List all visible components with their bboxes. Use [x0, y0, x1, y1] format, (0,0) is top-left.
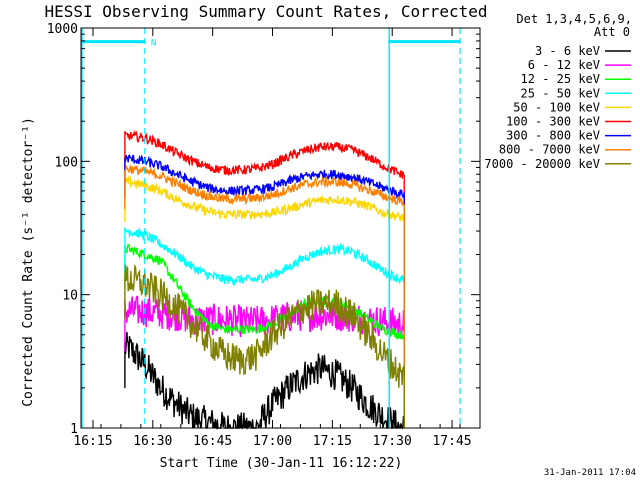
- x-tick-label-2: 16:45: [193, 434, 232, 449]
- series-line-300-800-kev: [124, 154, 405, 428]
- legend-header-line-1: Det 1,3,4,5,6,9,: [516, 12, 632, 26]
- x-tick-label-1: 16:30: [133, 434, 172, 449]
- y-tick-label-1: 10: [62, 289, 78, 304]
- overlay-layer: N: [81, 28, 461, 428]
- axis-layer: 16:15 16:30 16:45 17:00 17:15 17:30 17:45 1 10 10…: [47, 22, 481, 449]
- series-line-50-100-kev: [124, 174, 405, 428]
- x-tick-label-0: 16:15: [73, 434, 112, 449]
- legend-label-25-50-kev: 25 - 50 keV: [521, 86, 600, 100]
- series-line-100-300-kev: [124, 129, 405, 428]
- plot-frame: [80, 27, 481, 429]
- legend-label-300-800-kev: 300 - 800 keV: [506, 129, 600, 143]
- series-line-25-50-kev: [124, 226, 405, 428]
- series-line-7000-20000-kev: [124, 264, 405, 428]
- series-layer: [124, 129, 405, 431]
- x-tick-label-6: 17:45: [432, 434, 471, 449]
- y-tick-label-2: 100: [55, 155, 78, 170]
- x-tick-label-5: 17:30: [373, 434, 412, 449]
- chart-title: HESSI Observing Summary Count Rates, Cor…: [44, 2, 487, 21]
- y-tick-label-3: 1000: [47, 22, 78, 37]
- series-line-800-7000-kev: [124, 164, 405, 428]
- legend-label-800-7000-kev: 800 - 7000 keV: [499, 143, 600, 157]
- footer-date: 31-Jan-2011 17:04: [544, 468, 636, 478]
- x-axis-label: Start Time (30-Jan-11 16:12:22): [160, 456, 403, 471]
- x-tick-label-3: 17:00: [253, 434, 292, 449]
- series-line-3-6-kev: [124, 331, 405, 431]
- legend-label-100-300-kev: 100 - 300 keV: [506, 115, 600, 129]
- x-tick-label-4: 17:15: [313, 434, 352, 449]
- legend-label-12-25-kev: 12 - 25 keV: [521, 72, 600, 86]
- attenuator-flag: N: [151, 39, 156, 49]
- legend-header-line-2: Att 0: [594, 25, 630, 39]
- y-tick-label-0: 1: [70, 422, 78, 437]
- legend-label-7000-20000-kev: 7000 - 20000 keV: [484, 157, 600, 171]
- legend-label-50-100-kev: 50 - 100 keV: [513, 100, 600, 114]
- y-axis-label: Corrected Count Rate (s⁻¹ detector⁻¹): [21, 117, 36, 407]
- legend-label-3-6-kev: 3 - 6 keV: [535, 44, 600, 58]
- legend-label-6-12-kev: 6 - 12 keV: [528, 58, 600, 72]
